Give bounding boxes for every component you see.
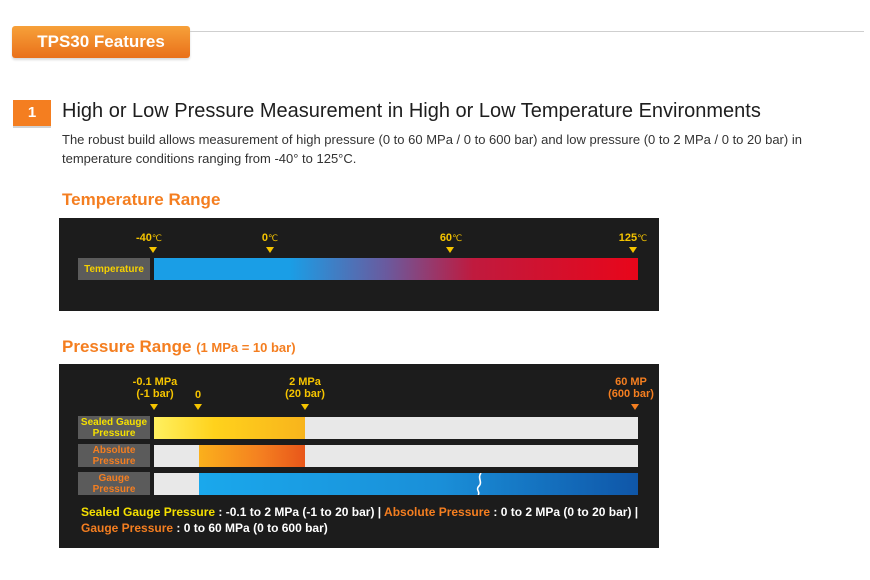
temperature-row-label: Temperature	[78, 258, 150, 280]
temp-tick-125: 125℃	[618, 232, 648, 244]
temp-tick-0-arrow	[266, 247, 274, 253]
pressure-range-note: (1 MPa = 10 bar)	[196, 340, 296, 355]
pressure-legend: Sealed Gauge Pressure : -0.1 to 2 MPa (-…	[81, 505, 639, 535]
absolute-range-bar	[199, 445, 305, 467]
gauge-range-bar	[199, 473, 638, 495]
pressure-tick-minus0-1-arrow	[150, 404, 158, 410]
temp-tick-minus40: -40℃	[135, 232, 162, 244]
section-description: The robust build allows measurement of h…	[62, 132, 802, 166]
temperature-gradient-bar	[154, 258, 638, 280]
section-number-underline	[13, 126, 51, 128]
pressure-tick-0: 0	[194, 389, 202, 401]
pressure-range-heading: Pressure Range (1 MPa = 10 bar)	[62, 337, 296, 356]
temp-tick-0: 0℃	[261, 232, 279, 244]
pressure-tick-60-arrow	[631, 404, 639, 410]
pressure-tick-0-arrow	[194, 404, 202, 410]
temp-tick-60: 60℃	[439, 232, 463, 244]
temp-tick-minus40-arrow	[149, 247, 157, 253]
header-divider	[190, 31, 864, 32]
pressure-tick-2-arrow	[301, 404, 309, 410]
temp-tick-60-arrow	[446, 247, 454, 253]
sealed-gauge-row-label: Sealed Gauge Pressure	[78, 416, 150, 439]
features-tab-title: TPS30 Features	[37, 32, 165, 51]
temp-tick-125-arrow	[629, 247, 637, 253]
sealed-gauge-range-bar	[154, 417, 305, 439]
section-number-badge: 1	[13, 100, 51, 126]
pressure-tick-2: 2 MPa (20 bar)	[285, 376, 325, 400]
gauge-row-label: Gauge Pressure	[78, 472, 150, 495]
pressure-tick-60: 60 MP (600 bar)	[608, 376, 654, 400]
temperature-range-heading: Temperature Range	[62, 190, 221, 209]
pressure-tick-minus0-1: -0.1 MPa (-1 bar)	[132, 376, 178, 400]
section-title: High or Low Pressure Measurement in High…	[62, 100, 761, 122]
axis-break-icon	[476, 473, 482, 495]
features-tab	[12, 26, 190, 58]
absolute-row-label: Absolute Pressure	[78, 444, 150, 467]
